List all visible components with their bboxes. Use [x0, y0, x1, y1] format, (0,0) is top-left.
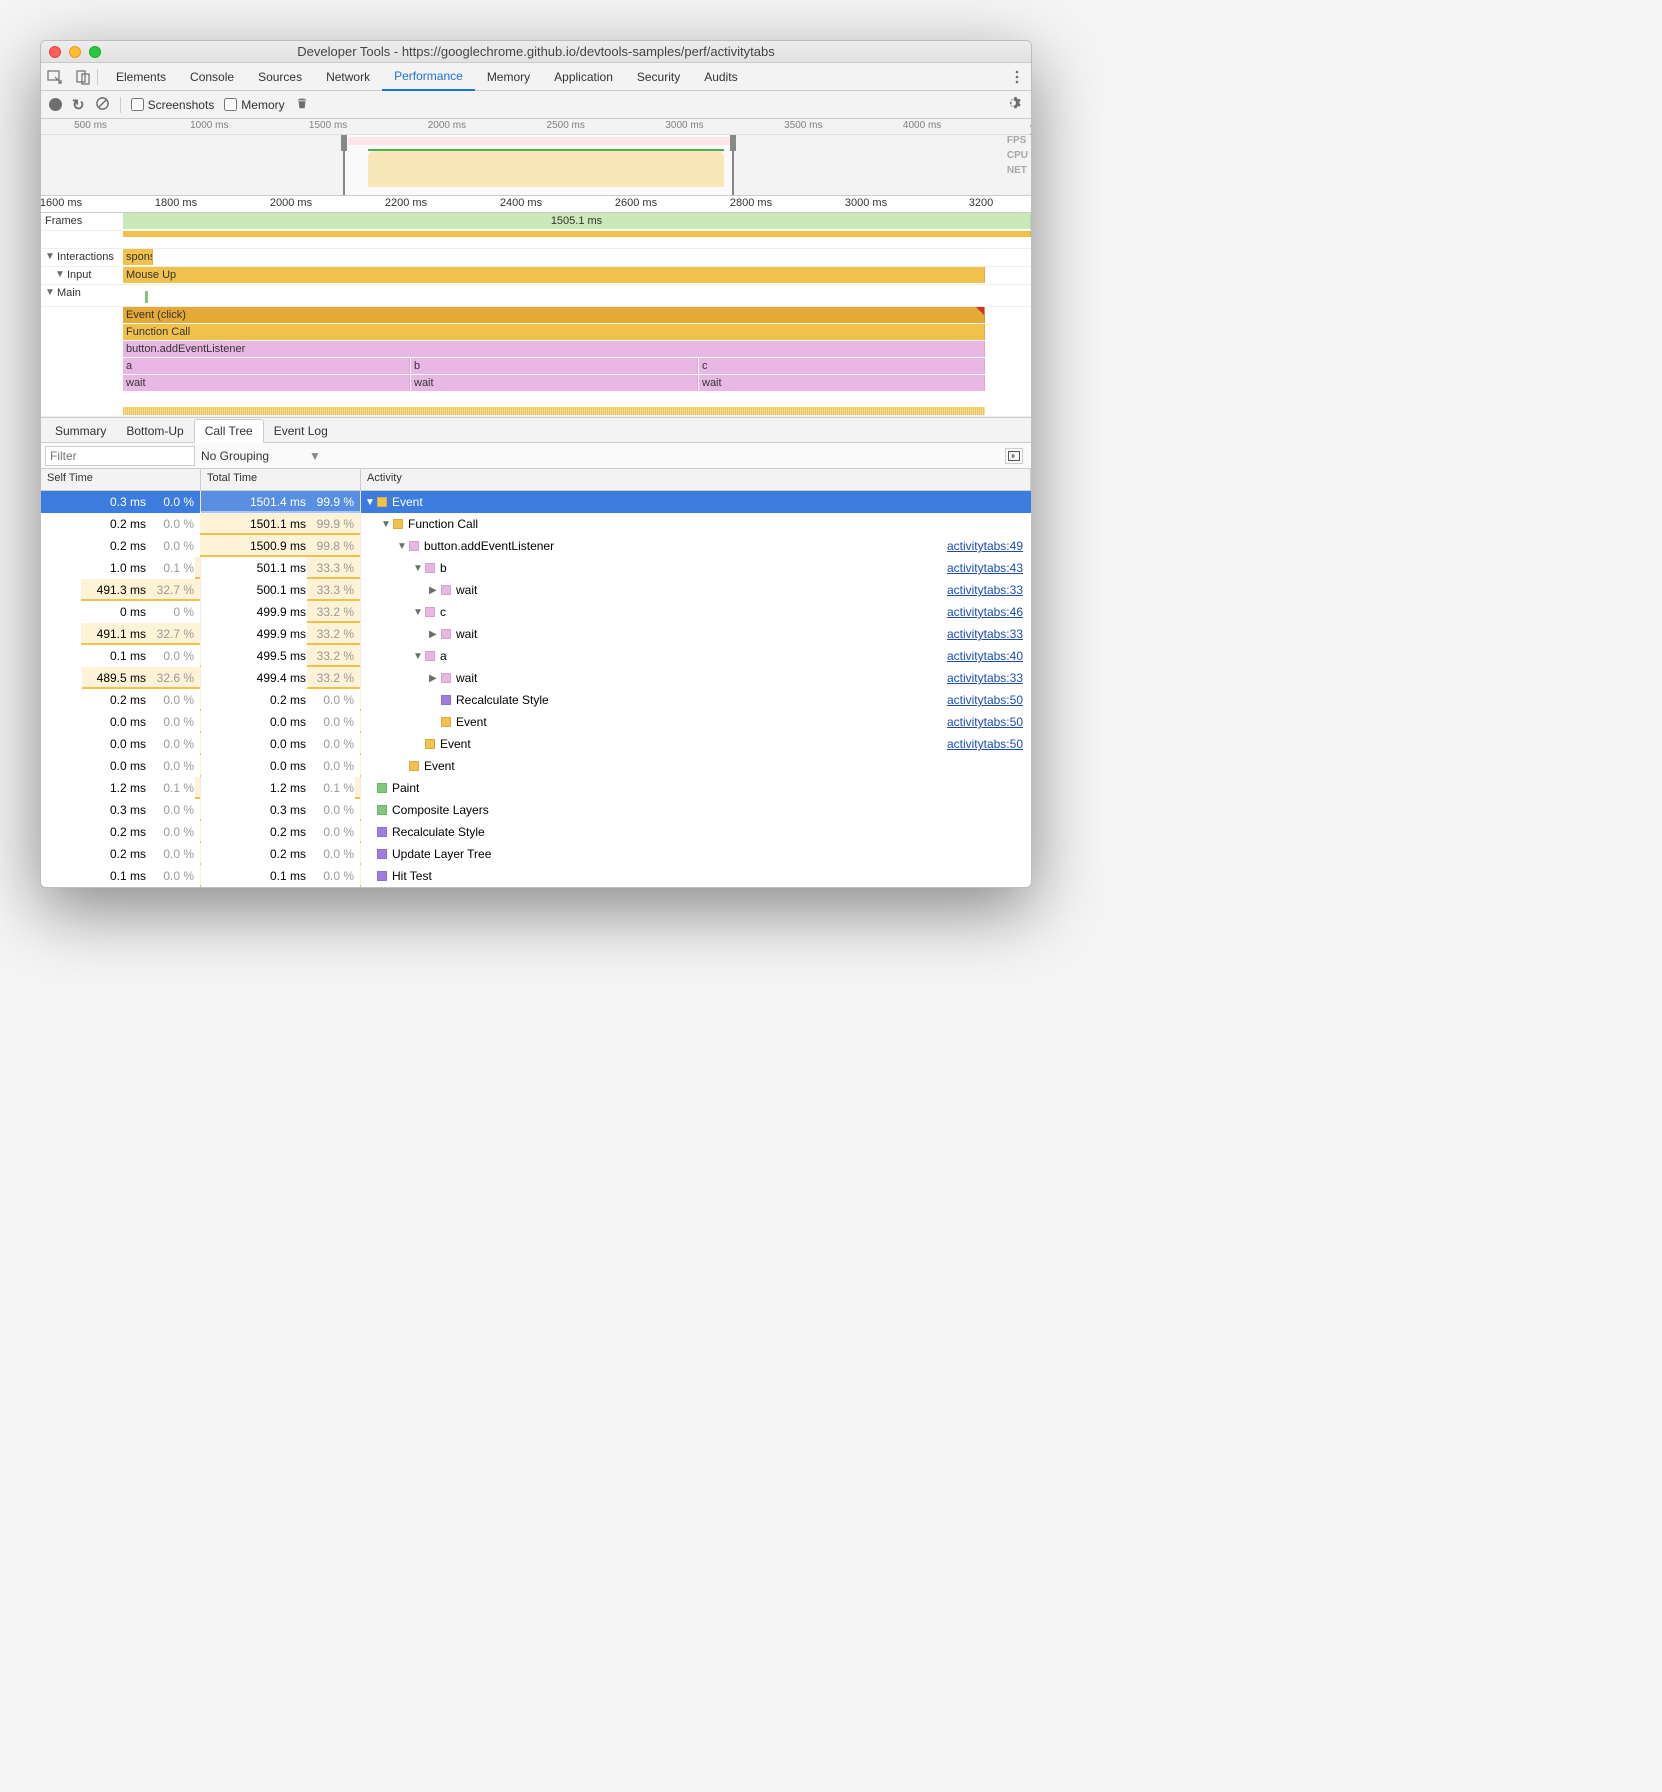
devtools-window: Developer Tools - https://googlechrome.g…: [40, 40, 1032, 888]
filter-input[interactable]: [45, 446, 195, 466]
overview-lane-labels: FPS CPU NET: [1007, 135, 1028, 176]
details-tabs: SummaryBottom-UpCall TreeEvent Log: [41, 417, 1031, 443]
call-tree-row[interactable]: 0.1 ms0.0 %0.1 ms0.0 %Hit Test: [41, 865, 1031, 887]
mouseup-bar[interactable]: Mouse Up: [123, 267, 985, 283]
call-tree-row[interactable]: 491.1 ms32.7 %499.9 ms33.2 %▶waitactivit…: [41, 623, 1031, 645]
flame-bar[interactable]: button.addEventListener: [123, 341, 985, 357]
filter-row: No Grouping ▼: [41, 443, 1031, 469]
clear-icon[interactable]: [95, 96, 110, 114]
frames-track-label: Frames: [41, 213, 123, 230]
call-tree-row[interactable]: 0.2 ms0.0 %1501.1 ms99.9 %▼Function Call: [41, 513, 1031, 535]
response-bar[interactable]: sponse: [123, 249, 153, 265]
main-track-label[interactable]: ▼Main: [41, 285, 123, 306]
call-tree-body: 0.3 ms0.0 %1501.4 ms99.9 %▼Event0.2 ms0.…: [41, 491, 1031, 887]
dropdown-icon: ▼: [309, 449, 321, 463]
reload-record-icon[interactable]: ↻: [72, 96, 85, 114]
window-title: Developer Tools - https://googlechrome.g…: [41, 44, 1031, 59]
call-tree-row[interactable]: 0.0 ms0.0 %0.0 ms0.0 %Event: [41, 755, 1031, 777]
details-tab-event-log[interactable]: Event Log: [264, 420, 338, 442]
call-tree-row[interactable]: 1.2 ms0.1 %1.2 ms0.1 %Paint: [41, 777, 1031, 799]
tab-console[interactable]: Console: [178, 63, 246, 91]
source-link[interactable]: activitytabs:40: [947, 649, 1023, 663]
source-link[interactable]: activitytabs:43: [947, 561, 1023, 575]
call-tree-row[interactable]: 0.0 ms0.0 %0.0 ms0.0 %Eventactivitytabs:…: [41, 733, 1031, 755]
tab-performance[interactable]: Performance: [382, 63, 475, 91]
flame-chart-tracks[interactable]: Frames 1505.1 ms ▼Interactions sponse ▼I…: [41, 213, 1031, 417]
main-tabs-row: ElementsConsoleSourcesNetworkPerformance…: [41, 63, 1031, 91]
inspect-icon[interactable]: [41, 63, 69, 91]
screenshots-checkbox[interactable]: Screenshots: [131, 98, 215, 112]
flame-bar[interactable]: b: [411, 358, 698, 374]
source-link[interactable]: activitytabs:46: [947, 605, 1023, 619]
device-toggle-icon[interactable]: [69, 63, 97, 91]
tab-audits[interactable]: Audits: [692, 63, 749, 91]
call-tree-row[interactable]: 0 ms0 %499.9 ms33.2 %▼cactivitytabs:46: [41, 601, 1031, 623]
window-titlebar: Developer Tools - https://googlechrome.g…: [41, 41, 1031, 63]
window-maximize-button[interactable]: [89, 46, 101, 58]
tab-security[interactable]: Security: [625, 63, 692, 91]
grouping-select[interactable]: No Grouping ▼: [201, 449, 321, 463]
trash-icon[interactable]: [295, 96, 309, 113]
input-track-label[interactable]: ▼Input: [41, 267, 123, 284]
source-link[interactable]: activitytabs:50: [947, 715, 1023, 729]
interactions-track-label[interactable]: ▼Interactions: [41, 249, 123, 266]
call-tree-row[interactable]: 0.3 ms0.0 %0.3 ms0.0 %Composite Layers: [41, 799, 1031, 821]
self-time-header[interactable]: Self Time: [41, 469, 201, 490]
call-tree-row[interactable]: 0.2 ms0.0 %1500.9 ms99.8 %▼button.addEve…: [41, 535, 1031, 557]
tab-elements[interactable]: Elements: [104, 63, 178, 91]
frames-bar[interactable]: 1505.1 ms: [123, 213, 1031, 229]
source-link[interactable]: activitytabs:33: [947, 671, 1023, 685]
tab-memory[interactable]: Memory: [475, 63, 542, 91]
call-tree-row[interactable]: 0.2 ms0.0 %0.2 ms0.0 %Update Layer Tree: [41, 843, 1031, 865]
timeline-ruler[interactable]: 1600 ms1800 ms2000 ms2200 ms2400 ms2600 …: [41, 195, 1031, 213]
activity-header[interactable]: Activity: [361, 469, 1031, 490]
flame-bar[interactable]: wait: [699, 375, 985, 391]
source-link[interactable]: activitytabs:50: [947, 693, 1023, 707]
main-tabs: ElementsConsoleSourcesNetworkPerformance…: [104, 63, 750, 91]
source-link[interactable]: activitytabs:33: [947, 627, 1023, 641]
tab-sources[interactable]: Sources: [246, 63, 314, 91]
tab-network[interactable]: Network: [314, 63, 382, 91]
flame-bar[interactable]: Function Call: [123, 324, 985, 340]
call-tree-row[interactable]: 489.5 ms32.6 %499.4 ms33.2 %▶waitactivit…: [41, 667, 1031, 689]
call-tree-row[interactable]: 1.0 ms0.1 %501.1 ms33.3 %▼bactivitytabs:…: [41, 557, 1031, 579]
details-tab-call-tree[interactable]: Call Tree: [194, 419, 264, 443]
call-tree-row[interactable]: 0.3 ms0.0 %1501.4 ms99.9 %▼Event: [41, 491, 1031, 513]
total-time-header[interactable]: Total Time: [201, 469, 361, 490]
call-tree-row[interactable]: 0.1 ms0.0 %499.5 ms33.2 %▼aactivitytabs:…: [41, 645, 1031, 667]
memory-checkbox[interactable]: Memory: [224, 98, 284, 112]
flame-bar[interactable]: wait: [123, 375, 410, 391]
call-tree-row[interactable]: 0.2 ms0.0 %0.2 ms0.0 %Recalculate Style: [41, 821, 1031, 843]
tab-application[interactable]: Application: [542, 63, 625, 91]
call-tree-row[interactable]: 0.0 ms0.0 %0.0 ms0.0 %Eventactivitytabs:…: [41, 711, 1031, 733]
flame-bar[interactable]: Event (click): [123, 307, 985, 323]
timeline-overview[interactable]: 500 ms1000 ms1500 ms2000 ms2500 ms3000 m…: [41, 119, 1031, 195]
more-menu-icon[interactable]: [1003, 63, 1031, 91]
tab-divider: [97, 69, 98, 85]
flame-bar[interactable]: wait: [411, 375, 698, 391]
show-heavy-icon[interactable]: [1005, 448, 1023, 464]
source-link[interactable]: activitytabs:33: [947, 583, 1023, 597]
window-close-button[interactable]: [49, 46, 61, 58]
flame-bar[interactable]: c: [699, 358, 985, 374]
call-tree-header: Self Time Total Time Activity: [41, 469, 1031, 491]
performance-toolbar: ↻ Screenshots Memory: [41, 91, 1031, 119]
flame-bar[interactable]: a: [123, 358, 410, 374]
call-tree-row[interactable]: 491.3 ms32.7 %500.1 ms33.3 %▶waitactivit…: [41, 579, 1031, 601]
window-controls: [49, 46, 101, 58]
details-tab-bottom-up[interactable]: Bottom-Up: [116, 420, 193, 442]
call-tree-row[interactable]: 0.2 ms0.0 %0.2 ms0.0 %Recalculate Stylea…: [41, 689, 1031, 711]
window-minimize-button[interactable]: [69, 46, 81, 58]
settings-icon[interactable]: [1007, 95, 1023, 114]
details-tab-summary[interactable]: Summary: [45, 420, 116, 442]
record-button[interactable]: [49, 98, 62, 111]
source-link[interactable]: activitytabs:49: [947, 539, 1023, 553]
source-link[interactable]: activitytabs:50: [947, 737, 1023, 751]
